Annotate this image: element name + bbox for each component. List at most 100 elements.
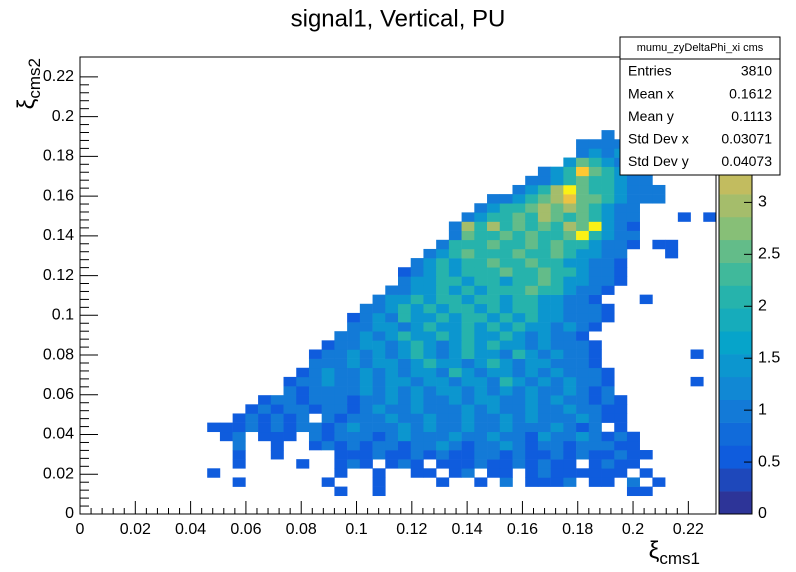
cell [474,358,488,369]
cell [258,422,272,433]
cell [550,221,564,231]
cell [525,431,539,442]
cell [321,340,335,350]
cell [385,312,399,323]
cell [512,258,526,268]
cell [448,395,462,405]
cell [512,331,526,341]
cell [474,203,488,213]
cell [550,459,564,469]
cell [487,303,501,314]
cell [245,413,259,423]
cell [537,386,551,396]
cell [639,486,653,497]
cell [601,248,615,259]
cell [614,239,628,250]
cell [385,422,399,433]
cell [461,331,475,341]
cell [537,477,551,487]
cell [550,212,564,222]
cell [601,239,615,250]
cell [512,358,526,369]
cell [461,303,475,314]
cell [588,404,602,414]
cell [563,468,577,478]
cell [512,367,526,378]
cell [614,395,628,405]
cell [372,413,386,423]
cell [639,184,653,195]
cell [626,203,640,213]
cell [385,367,399,378]
cell [512,322,526,332]
cell [334,468,348,478]
cell [665,239,679,250]
cell [334,340,348,350]
cell [550,312,564,323]
cell [499,221,513,231]
cell [601,230,615,241]
cell [576,276,590,286]
cell [398,358,412,369]
stats-background [619,36,781,176]
cell [576,267,590,277]
cell [448,358,462,369]
cell [525,440,539,451]
cell [474,230,488,241]
cell [372,349,386,359]
cell [410,376,424,387]
cell [410,386,424,396]
cell [385,303,399,314]
cell [563,349,577,359]
cell [588,468,602,478]
cell [512,294,526,305]
cell [512,239,526,250]
cell [588,194,602,204]
cell [537,221,551,231]
chart-title: signal1, Vertical, PU [291,5,506,32]
cell [588,322,602,332]
cell [359,367,373,378]
cell [588,248,602,259]
cell [232,477,246,487]
cell [576,340,590,350]
z-tick-label: 2 [758,297,767,314]
cell [550,294,564,305]
cell [334,431,348,442]
cell [487,203,501,213]
cell [347,331,361,341]
cell [347,367,361,378]
cell [436,340,450,350]
cell [550,194,564,204]
cell [423,331,437,341]
cell [512,221,526,231]
cell [436,431,450,442]
cell [626,486,640,497]
cell [232,422,246,433]
cell [487,285,501,295]
cell [537,294,551,305]
cell [512,376,526,387]
cell [372,376,386,387]
stats-box: mumu_zyDeltaPhi_xi cms Entries 3810 Mean x 0… [619,36,781,176]
cell [372,486,386,497]
stats-label: Entries [628,63,672,79]
cell [474,322,488,332]
cell [550,184,564,195]
cell [588,212,602,222]
cell [270,431,284,442]
cell [385,395,399,405]
cell [563,267,577,277]
cell [563,404,577,414]
stats-value: 0.1612 [729,85,772,101]
cell [499,248,513,259]
cell [639,450,653,460]
cell [614,276,628,286]
cell [474,376,488,387]
cell [398,404,412,414]
cell [423,312,437,323]
cell [563,194,577,204]
cell [385,285,399,295]
cells [207,130,717,497]
cell [347,376,361,387]
